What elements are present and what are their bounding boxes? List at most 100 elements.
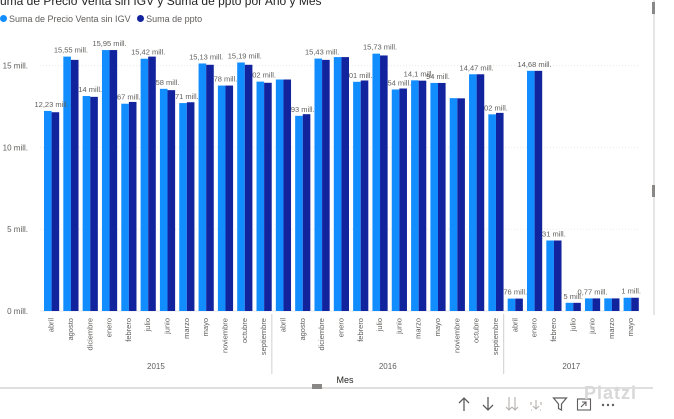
drill-down-icon[interactable] [476, 393, 500, 415]
bar[interactable] [237, 62, 245, 311]
more-options-icon[interactable] [596, 393, 620, 415]
year-label: 2015 [147, 362, 165, 371]
data-label: 93 mill. [291, 105, 315, 114]
bar[interactable] [186, 102, 195, 311]
bar[interactable] [179, 103, 187, 312]
bar[interactable] [217, 85, 226, 311]
bar[interactable] [225, 85, 234, 311]
x-tick-label: abril [510, 318, 519, 333]
bar[interactable] [469, 74, 477, 311]
bar[interactable] [295, 115, 303, 312]
x-tick-label: mayo [626, 318, 635, 336]
bar[interactable] [70, 59, 79, 312]
data-label: 78 mill. [214, 75, 238, 84]
bar[interactable] [457, 98, 465, 311]
bar[interactable] [611, 298, 620, 311]
bar[interactable] [109, 50, 118, 312]
bar[interactable] [584, 298, 593, 311]
x-axis-title: Mes [336, 375, 354, 385]
bar[interactable] [604, 298, 612, 311]
bar[interactable] [565, 302, 574, 311]
vertical-scrollbar-thumb-lower[interactable] [652, 185, 655, 197]
x-tick-label: octubre [240, 318, 249, 343]
y-tick-label: 5 mill. [7, 225, 28, 234]
bar[interactable] [372, 53, 381, 312]
x-tick-label: agosto [298, 318, 307, 341]
bar[interactable] [341, 57, 349, 311]
expand-next-level-icon[interactable] [500, 393, 524, 415]
visual-toolbar [452, 393, 620, 415]
bar[interactable] [82, 96, 91, 311]
bar[interactable] [623, 297, 632, 311]
filter-icon[interactable] [548, 393, 572, 415]
data-label: 01 mill. [349, 71, 373, 80]
data-label: 15,19 mill. [228, 51, 262, 60]
bar[interactable] [546, 240, 554, 311]
bar[interactable] [322, 59, 330, 312]
bar[interactable] [507, 298, 516, 311]
bar[interactable] [399, 88, 407, 311]
bar[interactable] [314, 58, 323, 311]
bar[interactable] [244, 64, 253, 311]
bar[interactable] [44, 110, 52, 311]
horizontal-scrollbar-thumb[interactable] [312, 384, 322, 389]
bar[interactable] [418, 80, 427, 311]
x-tick-label: mayo [201, 318, 210, 336]
bar[interactable] [121, 103, 129, 311]
expand-all-icon[interactable] [524, 393, 548, 415]
bar[interactable] [527, 70, 535, 311]
bar[interactable] [391, 89, 400, 312]
bar[interactable] [159, 88, 168, 311]
bar[interactable] [438, 82, 446, 312]
bar[interactable] [449, 98, 458, 311]
bar[interactable] [631, 297, 639, 311]
x-tick-label: marzo [607, 318, 616, 339]
bar[interactable] [534, 70, 543, 311]
bar[interactable] [553, 240, 562, 311]
bar-chart: 0 mill. 5 mill. 10 mill. 15 mill. 12,23 mill… [0, 39, 653, 389]
x-tick-label: julio [143, 318, 152, 332]
drill-up-icon[interactable] [452, 393, 476, 415]
x-tick-label: septiembre [491, 318, 500, 355]
bar[interactable] [495, 112, 504, 311]
bar[interactable] [380, 55, 388, 311]
data-label: 76 mill. [503, 288, 527, 297]
bar[interactable] [283, 79, 292, 311]
bar[interactable] [90, 96, 98, 312]
bar[interactable] [128, 101, 137, 312]
focus-mode-icon[interactable] [572, 393, 596, 415]
bar[interactable] [148, 56, 156, 311]
bar[interactable] [140, 58, 149, 311]
legend-item-precio-venta[interactable]: Suma de Precio Venta sin IGV [0, 14, 131, 24]
data-label: 14,47 mill. [460, 63, 494, 72]
bar[interactable] [167, 90, 176, 311]
bar[interactable] [333, 57, 342, 311]
bar[interactable] [488, 114, 496, 311]
bar[interactable] [430, 82, 438, 312]
bar[interactable] [573, 302, 581, 311]
bar[interactable] [275, 79, 284, 311]
bar[interactable] [206, 64, 214, 311]
bar[interactable] [302, 114, 311, 311]
bar[interactable] [63, 56, 71, 311]
data-label: 58 mill. [156, 78, 180, 87]
bar[interactable] [264, 82, 272, 311]
data-label: 14,1 mill. [404, 69, 434, 78]
bar[interactable] [256, 81, 265, 311]
bar[interactable] [198, 63, 207, 311]
bar[interactable] [411, 80, 419, 311]
y-tick-label: 0 mill. [7, 307, 28, 316]
bar[interactable] [101, 50, 110, 312]
x-tick-label: febrero [549, 318, 558, 342]
bar[interactable] [515, 298, 523, 311]
bar[interactable] [353, 81, 361, 311]
bar[interactable] [360, 80, 369, 311]
x-tick-label: noviembre [221, 318, 230, 353]
bar[interactable] [51, 112, 60, 311]
vertical-scrollbar-thumb[interactable] [652, 2, 655, 14]
bar[interactable] [476, 74, 485, 311]
legend-item-ppto[interactable]: Suma de ppto [137, 14, 202, 24]
bar[interactable] [592, 298, 601, 311]
data-label: 15,95 mill. [92, 39, 126, 48]
vertical-scrollbar-track[interactable] [653, 0, 655, 315]
